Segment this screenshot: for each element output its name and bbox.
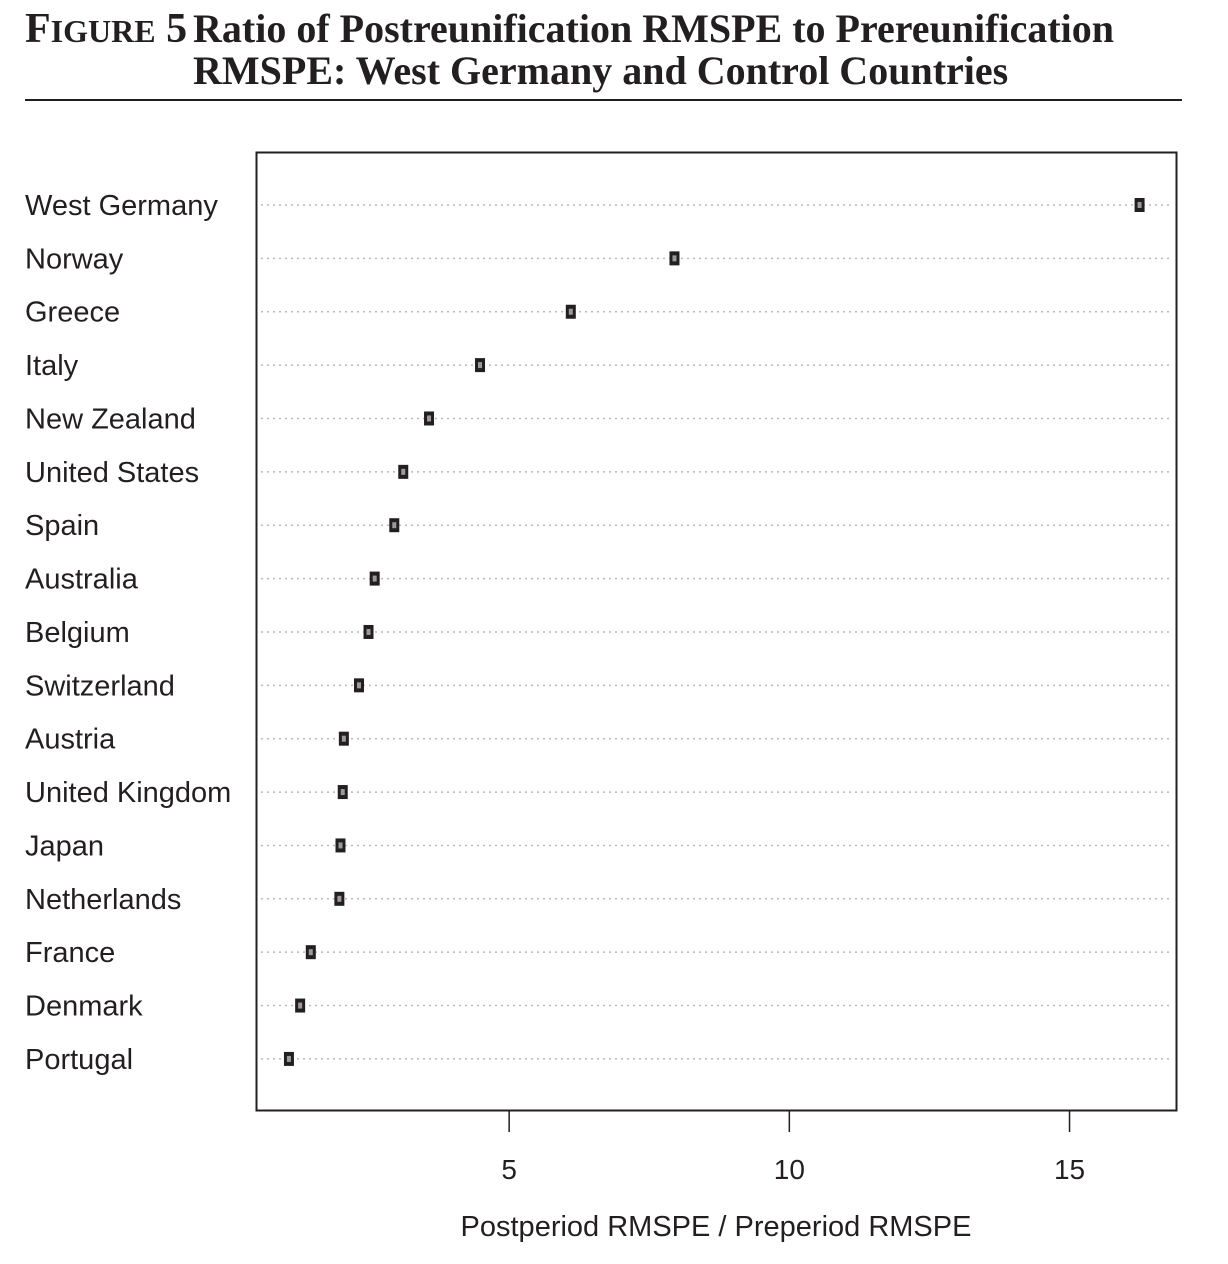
category-label: West Germany: [25, 190, 218, 222]
category-label: Austria: [25, 724, 116, 756]
category-label: Denmark: [25, 991, 143, 1023]
figure-title: Ratio of Postreunification RMSPE to Prer…: [193, 6, 1115, 93]
figure-label: FIGURE 5: [25, 6, 188, 52]
category-label: Belgium: [25, 617, 130, 649]
data-point: [353, 678, 364, 693]
data-point: [363, 624, 374, 639]
data-point: [475, 358, 486, 373]
x-axis-label: Postperiod RMSPE / Preperiod RMSPE: [461, 1211, 972, 1243]
category-label: Spain: [25, 510, 99, 542]
data-point: [334, 891, 345, 906]
data-point: [1134, 198, 1145, 212]
data-point-highlight: [356, 682, 361, 689]
category-label: New Zealand: [25, 403, 196, 435]
data-point-highlight: [337, 895, 342, 902]
data-point-highlight: [478, 362, 483, 369]
category-label: Greece: [25, 297, 120, 329]
x-axis: 5 10 15: [501, 1110, 1085, 1185]
category-label: Netherlands: [25, 884, 181, 916]
data-point-highlight: [308, 949, 313, 956]
data-markers: [283, 198, 1145, 1066]
data-point-highlight: [341, 735, 346, 742]
category-label: Switzerland: [25, 670, 175, 702]
data-point-highlight: [568, 308, 573, 315]
data-point: [565, 304, 576, 319]
header-rule: [25, 99, 1182, 101]
category-label: United States: [25, 457, 199, 489]
data-point-highlight: [372, 575, 377, 582]
data-point: [669, 251, 680, 266]
guide-lines: [261, 204, 1172, 1060]
x-tick-label: 10: [774, 1154, 805, 1185]
data-point: [424, 411, 435, 426]
data-point-highlight: [401, 468, 406, 475]
data-point-highlight: [338, 842, 343, 849]
data-point-highlight: [672, 255, 677, 262]
category-label: Italy: [25, 350, 79, 382]
category-label: France: [25, 937, 115, 969]
x-tick-label: 15: [1054, 1154, 1085, 1185]
data-point: [369, 571, 380, 586]
data-point-highlight: [366, 628, 371, 635]
data-point: [389, 518, 400, 533]
data-point: [335, 838, 346, 853]
category-labels: West Germany Norway Greece Italy New Zealand…: [25, 190, 231, 1076]
category-label: Portugal: [25, 1044, 133, 1076]
category-label: Australia: [25, 564, 139, 596]
category-label: United Kingdom: [25, 777, 231, 809]
data-point: [337, 785, 348, 800]
data-point-highlight: [298, 1002, 303, 1009]
data-point: [398, 464, 409, 479]
x-tick-label: 5: [501, 1154, 517, 1185]
data-point-highlight: [1137, 202, 1142, 208]
category-label: Japan: [25, 830, 104, 862]
data-point: [338, 731, 349, 746]
plot-frame: [255, 151, 1178, 1112]
data-point-highlight: [286, 1055, 291, 1062]
data-point: [283, 1051, 294, 1066]
data-point-highlight: [427, 415, 432, 422]
data-point-highlight: [392, 522, 397, 529]
category-label: Norway: [25, 243, 124, 275]
data-point-highlight: [340, 789, 345, 796]
data-point: [305, 945, 316, 960]
data-point: [295, 998, 306, 1013]
